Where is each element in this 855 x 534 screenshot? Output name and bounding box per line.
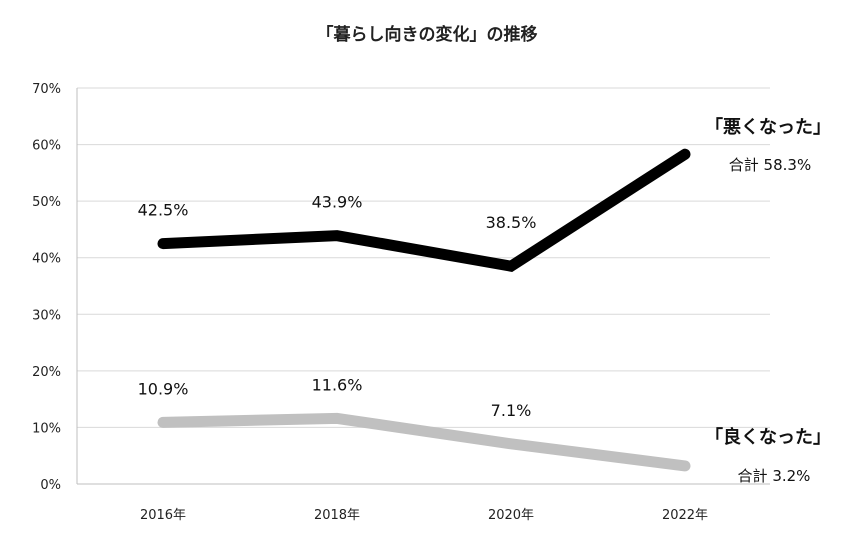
data-label-0-0: 42.5% <box>138 201 189 220</box>
chart-title: 「暮らし向きの変化」の推移 <box>317 24 538 45</box>
y-tick-label-10: 10% <box>32 421 61 436</box>
data-label-1-1: 11.6% <box>312 375 363 394</box>
data-labels: 42.5% 43.9% 38.5% 10.9% 11.6% 7.1% <box>138 193 537 420</box>
data-label-1-0: 10.9% <box>138 379 189 398</box>
y-tick-label-0: 0% <box>40 478 61 493</box>
x-tick-label-3: 2022年 <box>662 508 708 523</box>
series-name-1: 「良くなった」 <box>705 426 831 448</box>
x-tick-label-2: 2020年 <box>488 508 534 523</box>
series-annotations: 「悪くなった」合計 58.3% 「良くなった」合計 3.2% <box>705 116 831 485</box>
series-line-1 <box>157 412 691 472</box>
series-lines <box>157 148 691 472</box>
x-tick-label-0: 2016年 <box>140 508 186 523</box>
y-tick-label-70: 70% <box>32 82 61 97</box>
y-tick-label-50: 50% <box>32 195 61 210</box>
series-total-0: 合計 58.3% <box>729 156 811 174</box>
y-tick-label-20: 20% <box>32 365 61 380</box>
y-axis: 0% 10% 20% 30% 40% 50% 60% 70% <box>32 82 78 493</box>
series-total-1: 合計 3.2% <box>738 467 811 485</box>
series-name-0: 「悪くなった」 <box>705 116 831 138</box>
y-tick-label-60: 60% <box>32 139 61 154</box>
series-line-0 <box>157 148 691 272</box>
y-tick-label-30: 30% <box>32 308 61 323</box>
data-label-0-2: 38.5% <box>486 213 537 232</box>
gridlines <box>77 87 770 428</box>
data-label-0-1: 43.9% <box>312 193 363 212</box>
x-tick-label-1: 2018年 <box>314 508 360 523</box>
data-label-1-2: 7.1% <box>491 401 532 420</box>
y-tick-label-40: 40% <box>32 252 61 267</box>
x-axis: 2016年 2018年 2020年 2022年 <box>77 483 770 523</box>
